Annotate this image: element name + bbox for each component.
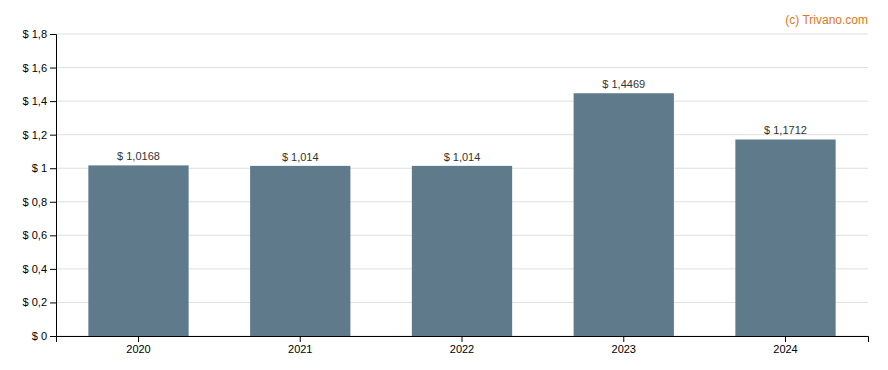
chart: $ 0 $ 0,2 $ 0,4 $ 0,6 $ 0,8 $ 1 $ 1,2 $ 1,4 $ 1,… <box>0 0 888 370</box>
data-label: $ 1,0168 <box>117 150 160 162</box>
tick-mark <box>300 336 301 342</box>
tick-mark <box>50 68 56 69</box>
tick: $ 0,8 <box>23 196 56 208</box>
grid <box>56 34 868 336</box>
tick-label: 2022 <box>450 343 474 355</box>
tick-label: $ 0,2 <box>23 296 47 308</box>
grid-line <box>56 67 868 68</box>
data-label: $ 1,4469 <box>602 78 645 90</box>
tick: 2021 <box>288 336 312 355</box>
grid-line <box>56 34 868 35</box>
bar <box>412 166 512 336</box>
tick-mark <box>785 336 786 342</box>
annotation: (c) Trivano.com <box>785 13 868 27</box>
tick-label: $ 0,6 <box>23 229 47 241</box>
tick: $ 0,4 <box>23 263 56 275</box>
tick: $ 1,6 <box>23 62 56 74</box>
tick-label: 2020 <box>126 343 150 355</box>
tick-mark <box>50 235 56 236</box>
tick: $ 1,4 <box>23 95 56 107</box>
tick-label: $ 1,6 <box>23 62 47 74</box>
data-labels: $ 1,0168 $ 1,014 $ 1,014 $ 1,4469 $ 1,1712 <box>117 78 807 163</box>
tick-label: $ 1,4 <box>23 95 47 107</box>
x-axis: 2020 2021 2022 2023 2024 <box>57 336 869 355</box>
axis-line <box>57 337 869 343</box>
grid-line <box>56 101 868 102</box>
tick-label: 2023 <box>612 343 636 355</box>
tick-label: $ 1,8 <box>23 28 47 40</box>
tick-mark <box>50 202 56 203</box>
tick: $ 0,2 <box>23 296 56 308</box>
axis-line <box>50 35 57 337</box>
bar <box>574 93 674 336</box>
plot: $ 0 $ 0,2 $ 0,4 $ 0,6 $ 0,8 $ 1 $ 1,2 $ 1,4 $ 1,… <box>23 13 869 355</box>
tick-mark <box>50 135 56 136</box>
tick-label: $ 1 <box>32 162 47 174</box>
bar <box>735 139 835 336</box>
tick-label: 2021 <box>288 343 312 355</box>
tick: $ 0,6 <box>23 229 56 241</box>
tick-label: $ 1,2 <box>23 129 47 141</box>
tick: 2024 <box>773 336 797 355</box>
tick-label: $ 0 <box>32 330 47 342</box>
tick: $ 1,8 <box>23 28 56 40</box>
tick-mark <box>50 34 56 35</box>
bars <box>88 93 835 336</box>
bar <box>88 165 188 336</box>
bar <box>250 166 350 336</box>
tick: 2020 <box>126 336 150 355</box>
data-label: $ 1,1712 <box>764 124 807 136</box>
tick: 2023 <box>612 336 636 355</box>
grid-line <box>56 134 868 135</box>
tick-label: 2024 <box>773 343 797 355</box>
tick-mark <box>138 336 139 342</box>
tick-mark <box>50 336 56 337</box>
tick-mark <box>462 336 463 342</box>
data-label: $ 1,014 <box>282 151 319 163</box>
tick: 2022 <box>450 336 474 355</box>
tick-label: $ 0,8 <box>23 196 47 208</box>
tick: $ 0 <box>32 330 56 342</box>
tick: $ 1 <box>32 162 56 174</box>
tick-label: $ 0,4 <box>23 263 47 275</box>
tick-mark <box>50 269 56 270</box>
tick-mark <box>50 101 56 102</box>
tick-mark <box>623 336 624 342</box>
data-label: $ 1,014 <box>444 151 481 163</box>
y-axis: $ 0 $ 0,2 $ 0,4 $ 0,6 $ 0,8 $ 1 $ 1,2 $ 1,4 $ 1,… <box>23 28 57 342</box>
tick-mark <box>50 302 56 303</box>
tick: $ 1,2 <box>23 129 56 141</box>
tick-mark <box>50 168 56 169</box>
